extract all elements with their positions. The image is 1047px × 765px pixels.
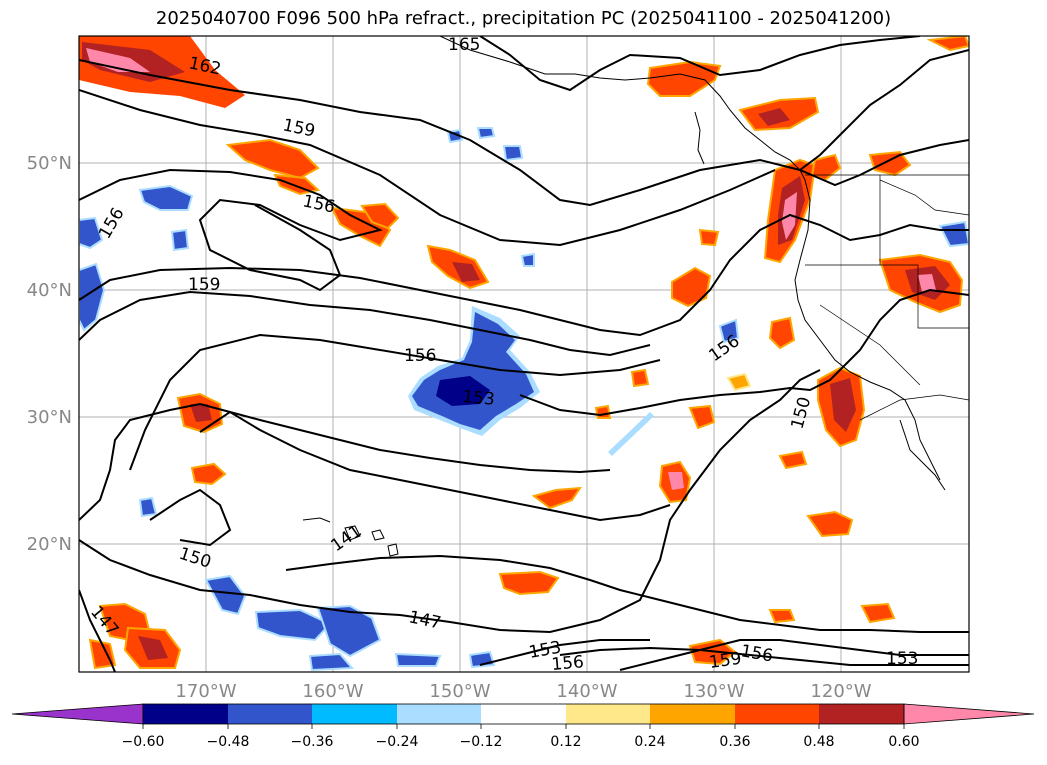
refractivity-contours [79,36,969,672]
colorbar-tick-label: −0.24 [376,734,419,750]
colorbar-tick-label: 0.48 [803,734,834,750]
colorbar-segment [819,704,904,724]
lon-label: 160°W [302,681,363,702]
colorbar: −0.60 −0.48 −0.36 −0.24 −0.12 0.12 0.24 … [11,703,1035,750]
lat-label: 20°N [27,534,72,555]
colorbar-segment [143,704,228,724]
colorbar-segment [735,704,819,724]
lat-label: 40°N [27,280,72,301]
contour-label: 159 [708,649,743,673]
colorbar-segment [228,704,312,724]
latitude-labels: 50°N 40°N 30°N 20°N [27,153,72,555]
contour-label: 156 [404,346,436,366]
colorbar-segment [566,704,650,724]
colorbar-tick-label: 0.60 [888,734,919,750]
colorbar-tick-label: 0.12 [550,734,581,750]
colorbar-segment [650,704,735,724]
precip-negative-areas [79,127,969,672]
coastlines [302,36,946,557]
contour-label: 165 [448,35,480,55]
map-title: 2025040700 F096 500 hPa refract., precip… [155,8,892,29]
colorbar-tick-label: 0.24 [634,734,665,750]
contour-label: 159 [188,275,220,295]
precip-positive-areas [79,36,969,670]
lat-label: 30°N [27,407,72,428]
contour-label: 153 [886,649,918,669]
colorbar-tick-label: 0.36 [719,734,750,750]
colorbar-tick-label: −0.48 [207,734,250,750]
colorbar-extension-low [11,703,144,725]
lon-label: 130°W [683,681,744,702]
contour-label: 156 [551,652,585,675]
lon-label: 150°W [429,681,490,702]
colorbar-tick-label: −0.12 [460,734,503,750]
lon-label: 140°W [556,681,617,702]
colorbar-tick-label: −0.60 [122,734,165,750]
lat-label: 50°N [27,153,72,174]
map-area [79,36,969,672]
colorbar-segment [397,704,481,724]
colorbar-extension-high [903,703,1035,725]
colorbar-segment [312,704,397,724]
longitude-labels: 170°W 160°W 150°W 140°W 130°W 120°W [175,681,871,702]
lon-label: 120°W [810,681,871,702]
colorbar-segment [481,704,566,724]
colorbar-tick-label: −0.36 [291,734,334,750]
state-borders [805,174,969,421]
contour-label: 153 [462,387,496,410]
map-frame [78,35,970,673]
lon-label: 170°W [175,681,236,702]
